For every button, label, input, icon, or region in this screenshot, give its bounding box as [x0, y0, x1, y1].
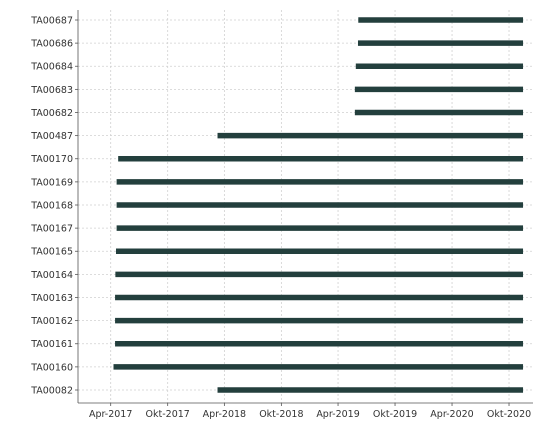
- y-tick-label: TA00161: [30, 339, 73, 350]
- bar-ta00168: [116, 202, 524, 208]
- bar-ta00160: [113, 364, 524, 370]
- bar-ta00162: [115, 317, 524, 324]
- bar-ta00487: [217, 132, 524, 139]
- x-ticks: Apr-2017 Okt-2017 Apr-2018 Okt-2018 Apr-2019…: [89, 403, 531, 420]
- y-tick-label: TA00687: [30, 15, 73, 26]
- x-tick-label: Okt-2017: [146, 409, 190, 420]
- y-tick-label: TA00682: [30, 108, 73, 119]
- y-tick-label: TA00160: [30, 362, 73, 373]
- y-tick-label: TA00169: [30, 177, 73, 188]
- y-tick-label: TA00170: [30, 154, 73, 165]
- bar-ta00082: [217, 387, 524, 393]
- y-tick-labels: TA00687 TA00686 TA00684 TA00683 TA00682 TA004…: [30, 15, 78, 396]
- x-tick-label: Okt-2020: [487, 409, 531, 420]
- y-tick-label: TA00165: [30, 247, 73, 258]
- axes: [77, 10, 533, 404]
- y-tick-label: TA00684: [30, 62, 73, 73]
- bar-ta00167: [116, 225, 524, 231]
- bar-ta00169: [116, 179, 524, 185]
- bar-ta00683: [354, 86, 524, 93]
- bar-ta00686: [357, 40, 524, 46]
- bar-ta00682: [354, 109, 524, 116]
- y-tick-label: TA00168: [30, 200, 73, 211]
- x-tick-label: Apr-2019: [316, 409, 359, 420]
- y-tick-label: TA00163: [30, 293, 73, 304]
- y-tick-label: TA00487: [30, 131, 73, 142]
- y-tick-label: TA00162: [30, 316, 73, 327]
- y-tick-label: TA00167: [30, 224, 73, 235]
- x-tick-label: Okt-2019: [373, 409, 417, 420]
- bar-ta00161: [115, 341, 524, 347]
- bar-ta00164: [115, 271, 524, 278]
- x-tick-label: Apr-2018: [203, 409, 246, 420]
- bar-ta00687: [358, 17, 524, 23]
- bar-ta00165: [115, 248, 524, 254]
- bars: [113, 17, 524, 393]
- bar-ta00684: [355, 63, 524, 69]
- x-tick-label: Okt-2018: [259, 409, 303, 420]
- x-tick-label: Apr-2017: [89, 409, 132, 420]
- y-tick-label: TA00683: [30, 85, 73, 96]
- y-tick-label: TA00164: [30, 270, 73, 281]
- bar-ta00170: [118, 156, 524, 162]
- y-tick-label: TA00082: [30, 385, 73, 396]
- x-tick-label: Apr-2020: [430, 409, 473, 420]
- y-tick-label: TA00686: [30, 39, 73, 50]
- bar-ta00163: [115, 294, 524, 301]
